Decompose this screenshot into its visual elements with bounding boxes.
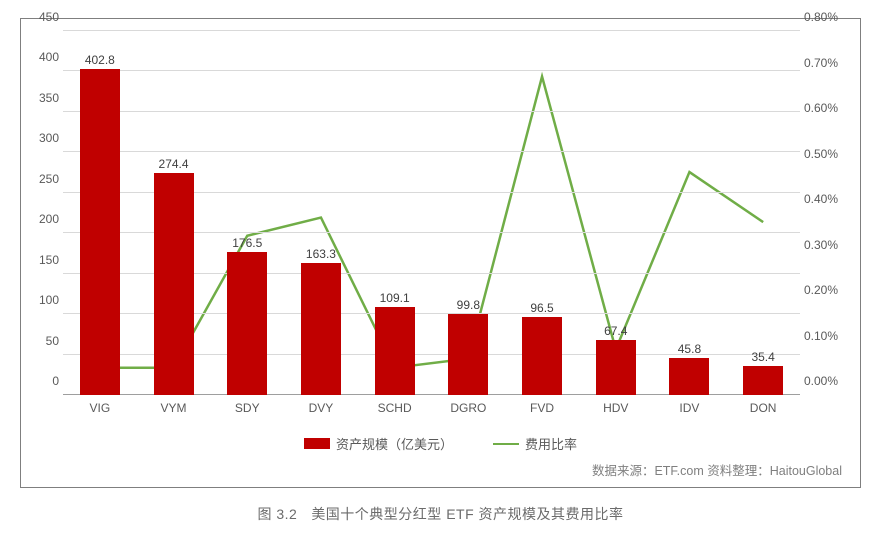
legend-bar-label: 资产规模（亿美元） [336, 434, 453, 453]
grid-line [63, 30, 800, 31]
y2-tick-label: 0.00% [804, 374, 854, 388]
legend-swatch-line [493, 443, 519, 445]
x-tick-label: HDV [603, 401, 628, 415]
chart-frame: 0501001502002503003504004500.00%0.10%0.2… [20, 18, 861, 488]
bar [669, 358, 709, 395]
bar-group: 163.3 [301, 263, 341, 395]
bar-value-label: 35.4 [751, 350, 774, 364]
bar-group: 96.5 [522, 317, 562, 395]
legend-line-label: 费用比率 [525, 434, 577, 453]
y1-tick-label: 250 [25, 172, 59, 186]
line-series [100, 77, 763, 368]
bar [448, 314, 488, 395]
bar-value-label: 96.5 [530, 301, 553, 315]
grid-line [63, 151, 800, 152]
bar-value-label: 402.8 [85, 53, 115, 67]
x-tick-label: SDY [235, 401, 260, 415]
legend-item-line: 费用比率 [493, 434, 577, 453]
bar [596, 340, 636, 395]
y1-tick-label: 0 [25, 374, 59, 388]
bar-value-label: 176.5 [232, 236, 262, 250]
plot-area: 0501001502002503003504004500.00%0.10%0.2… [63, 31, 800, 395]
bar-group: 45.8 [669, 358, 709, 395]
figure-caption: 图 3.2 美国十个典型分红型 ETF 资产规模及其费用比率 [20, 504, 861, 524]
x-axis-labels: VIG VYM SDY DVY SCHD DGRO FVD HDV IDV DON [63, 399, 800, 417]
y2-tick-label: 0.40% [804, 192, 854, 206]
bar-value-label: 274.4 [159, 157, 189, 171]
bar-group: 176.5 [227, 252, 267, 395]
y2-tick-label: 0.50% [804, 147, 854, 161]
y1-tick-label: 200 [25, 212, 59, 226]
y2-tick-label: 0.80% [804, 10, 854, 24]
source-text: 数据来源：ETF.com 资料整理：HaitouGlobal [592, 460, 842, 479]
bar [227, 252, 267, 395]
x-tick-label: DVY [309, 401, 334, 415]
grid-line [63, 70, 800, 71]
bar [154, 173, 194, 395]
bar [301, 263, 341, 395]
bar-value-label: 163.3 [306, 247, 336, 261]
figure-title: 美国十个典型分红型 ETF 资产规模及其费用比率 [311, 506, 623, 522]
y1-tick-label: 150 [25, 253, 59, 267]
bar [375, 307, 415, 395]
y1-tick-label: 350 [25, 91, 59, 105]
bar [80, 69, 120, 395]
x-tick-label: SCHD [378, 401, 412, 415]
y2-tick-label: 0.10% [804, 329, 854, 343]
legend-item-bar: 资产规模（亿美元） [304, 434, 453, 453]
y2-tick-label: 0.60% [804, 101, 854, 115]
y1-tick-label: 100 [25, 293, 59, 307]
x-tick-label: DGRO [450, 401, 486, 415]
y1-tick-label: 50 [25, 334, 59, 348]
x-tick-label: IDV [679, 401, 699, 415]
bar-group: 67.4 [596, 340, 636, 395]
bar-group: 109.1 [375, 307, 415, 395]
bar-value-label: 67.4 [604, 324, 627, 338]
x-tick-label: FVD [530, 401, 554, 415]
bar-group: 35.4 [743, 366, 783, 395]
bar-value-label: 45.8 [678, 342, 701, 356]
x-tick-label: VYM [161, 401, 187, 415]
bar-value-label: 99.8 [457, 298, 480, 312]
bar-group: 402.8 [80, 69, 120, 395]
legend-swatch-bar [304, 438, 330, 449]
legend: 资产规模（亿美元） 费用比率 [21, 434, 860, 453]
bar-group: 274.4 [154, 173, 194, 395]
y2-tick-label: 0.70% [804, 56, 854, 70]
bar-value-label: 109.1 [380, 291, 410, 305]
grid-line [63, 111, 800, 112]
y2-tick-label: 0.20% [804, 283, 854, 297]
bar [522, 317, 562, 395]
y1-tick-label: 400 [25, 50, 59, 64]
y2-tick-label: 0.30% [804, 238, 854, 252]
bar-group: 99.8 [448, 314, 488, 395]
bar [743, 366, 783, 395]
y1-tick-label: 300 [25, 131, 59, 145]
x-tick-label: VIG [90, 401, 111, 415]
figure-number: 图 3.2 [257, 506, 297, 522]
x-tick-label: DON [750, 401, 777, 415]
y1-tick-label: 450 [25, 10, 59, 24]
